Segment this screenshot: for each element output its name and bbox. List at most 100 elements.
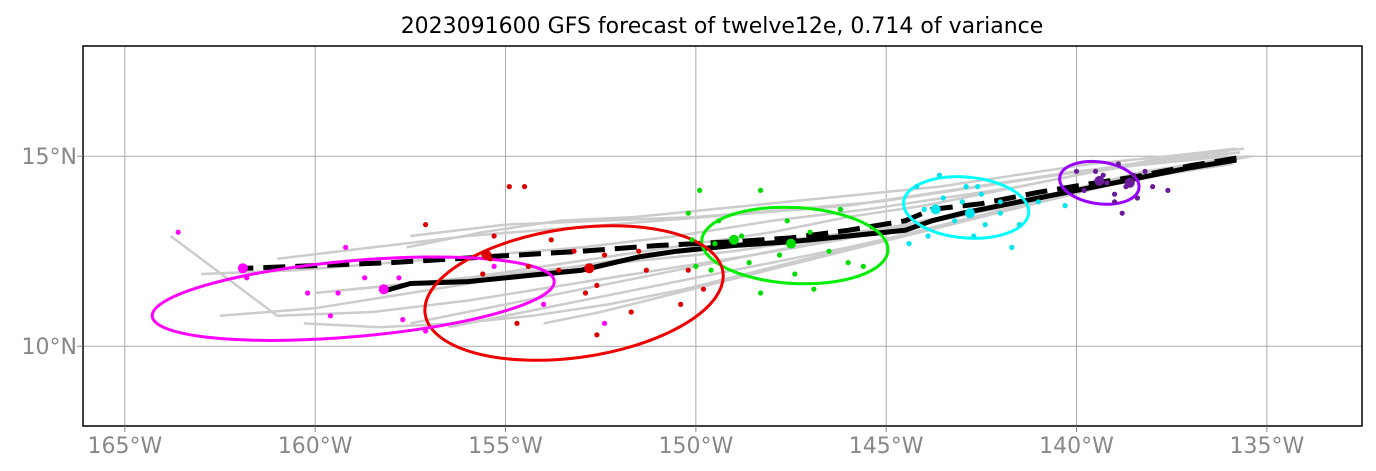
ensemble-position-dot	[244, 275, 250, 281]
ensemble-position-dot	[685, 210, 691, 216]
ensemble-position-dot	[1165, 187, 1171, 193]
ensemble-position-dot	[400, 317, 406, 323]
ensemble-position-dot	[525, 263, 531, 269]
ensemble-position-dot	[594, 332, 600, 338]
ensemble-position-dot	[1111, 191, 1118, 197]
ensemble-position-dot	[1092, 168, 1099, 174]
x-tick-label: 150°W	[658, 434, 733, 459]
ensemble-position-dot	[1104, 180, 1110, 186]
ensemble-position-dot	[601, 320, 608, 326]
ensemble-position-dot	[1115, 161, 1121, 167]
plot-area	[150, 147, 1252, 362]
ensemble-position-dot	[921, 206, 927, 212]
ensemble-position-dot	[914, 184, 920, 190]
ensemble-position-dot	[304, 290, 311, 296]
mean-position-dot	[1094, 175, 1105, 186]
uncertainty-ellipse	[1058, 159, 1141, 206]
ensemble-position-dot	[594, 282, 600, 288]
x-tick-label: 160°W	[278, 434, 353, 459]
ensemble-position-dot	[1081, 187, 1087, 193]
mean-position-dot	[584, 263, 595, 274]
ensemble-position-dot	[997, 210, 1003, 216]
ensemble-position-dot	[963, 184, 969, 190]
ensemble-position-dot	[974, 184, 981, 190]
x-tick-label: 145°W	[849, 434, 924, 459]
ensemble-position-dot	[784, 218, 790, 224]
ensemble-track-line	[543, 162, 1210, 325]
ensemble-position-dot	[628, 309, 634, 315]
uncertainty-ellipse	[700, 205, 890, 286]
ensemble-position-dot	[971, 233, 977, 239]
x-tick-label: 135°W	[1229, 434, 1304, 459]
ensemble-position-dot	[860, 263, 866, 269]
ensemble-position-dot	[521, 184, 528, 190]
uncertainty-ellipses	[150, 159, 1141, 362]
ensemble-position-dot	[1150, 184, 1156, 190]
x-tick-label: 155°W	[468, 434, 543, 459]
ensemble-position-dot	[697, 187, 703, 193]
uncertainty-ellipse	[423, 224, 725, 362]
ensemble-position-dot	[396, 275, 402, 281]
x-tick-label: 140°W	[1039, 434, 1114, 459]
ensemble-position-dot	[1035, 199, 1042, 205]
ensemble-track-line	[315, 151, 1229, 295]
ensemble-position-dot	[327, 313, 334, 319]
y-tick-label: 15°N	[22, 145, 77, 170]
ensemble-position-dot	[978, 191, 984, 197]
ensemble-position-dot	[712, 241, 718, 247]
uncertainty-ellipse	[150, 255, 556, 342]
ensemble-position-dot	[811, 286, 817, 292]
ensemble-position-dot	[936, 172, 943, 178]
ensemble-position-dot	[1016, 222, 1023, 228]
ensemble-position-dot	[685, 267, 691, 273]
ensemble-position-dot	[906, 241, 912, 247]
ensemble-position-dot	[716, 218, 722, 224]
chart-title: 2023091600 GFS forecast of twelve12e, 0.…	[401, 14, 1044, 39]
ensemble-tracks	[169, 147, 1252, 329]
x-axis-ticks: 165°W 160°W 155°W 150°W 145°W 140°W 135°W	[87, 426, 1304, 459]
ensemble-position-dot	[636, 248, 642, 254]
ensemble-position-dot	[757, 290, 764, 296]
ensemble-position-dot	[807, 229, 813, 235]
mean-position-dot	[481, 250, 492, 260]
ensemble-position-dot	[491, 263, 497, 269]
ensemble-positions	[175, 161, 1171, 338]
ensemble-position-dot	[1100, 172, 1106, 178]
ensemble-position-dot	[689, 237, 695, 243]
ensemble-track-line	[448, 162, 1233, 329]
uncertainty-ellipse	[901, 175, 1031, 240]
ensemble-position-dot	[548, 237, 554, 243]
mean-position-dot	[237, 263, 248, 274]
ensemble-position-dot	[845, 260, 851, 266]
y-axis-ticks: 10°N 15°N	[22, 145, 83, 360]
mean-position-dot	[378, 284, 389, 295]
ensemble-position-dot	[540, 301, 547, 307]
mean-track-dashed	[246, 155, 1237, 271]
ensemble-position-dot	[175, 229, 181, 235]
ensemble-position-dot	[1062, 203, 1068, 209]
ensemble-position-dot	[480, 271, 486, 277]
mean-position-dot	[1124, 177, 1135, 188]
mean-position-dot	[786, 238, 797, 249]
ensemble-position-dot	[982, 222, 988, 228]
mean-position-dot	[728, 234, 739, 245]
x-tick-label: 165°W	[87, 434, 162, 459]
ensemble-position-dot	[1111, 199, 1118, 205]
ensemble-position-dot	[792, 271, 798, 277]
ensemble-position-dot	[1119, 210, 1125, 216]
ensemble-position-dot	[826, 248, 832, 254]
ensemble-position-dot	[952, 218, 958, 224]
ensemble-position-dot	[571, 248, 577, 254]
grid-lines	[83, 46, 1362, 426]
ensemble-position-dot	[959, 199, 965, 205]
ensemble-position-dot	[514, 320, 520, 326]
ensemble-position-dot	[1009, 244, 1015, 250]
ensemble-position-dot	[1131, 172, 1137, 178]
ensemble-position-dot	[643, 267, 649, 273]
ensemble-position-dot	[362, 275, 368, 281]
ensemble-position-dot	[506, 184, 512, 190]
ensemble-position-dot	[1134, 195, 1141, 201]
ensemble-position-dot	[746, 260, 752, 266]
ensemble-position-dot	[556, 267, 562, 273]
